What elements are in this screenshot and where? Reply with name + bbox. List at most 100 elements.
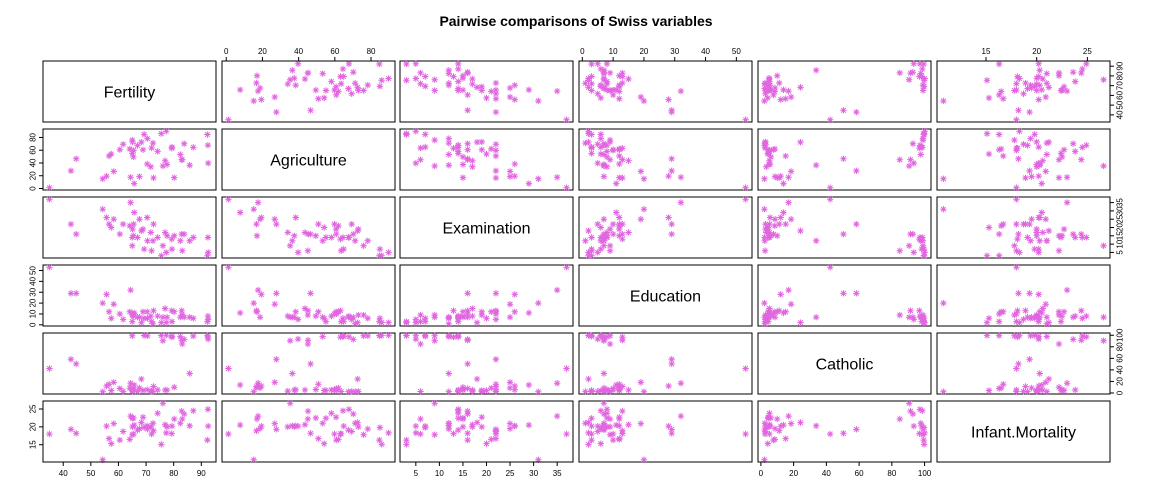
- data-point: [307, 230, 314, 238]
- data-point: [412, 159, 420, 167]
- data-point: [619, 407, 626, 415]
- data-point: [742, 184, 749, 191]
- data-point: [919, 237, 927, 244]
- data-point: [337, 80, 345, 87]
- data-point: [1060, 146, 1068, 153]
- data-point: [105, 435, 113, 442]
- data-point: [445, 320, 453, 327]
- data-point: [600, 370, 608, 377]
- data-point: [606, 136, 614, 144]
- tick-label: 30: [1115, 206, 1124, 215]
- data-point: [563, 430, 570, 438]
- data-point: [130, 421, 138, 429]
- tick-label: 20: [789, 469, 798, 478]
- data-point: [767, 86, 775, 94]
- data-point: [351, 237, 359, 244]
- data-point: [640, 456, 648, 463]
- data-point: [376, 332, 383, 339]
- data-point: [995, 131, 1003, 138]
- data-point: [1027, 332, 1034, 340]
- data-point: [154, 234, 161, 241]
- data-point: [492, 147, 500, 154]
- tick-label: 40: [1115, 110, 1124, 119]
- tick-label: 25: [1083, 47, 1092, 56]
- data-point: [616, 88, 623, 95]
- data-point: [782, 152, 789, 160]
- data-point: [1100, 242, 1107, 249]
- data-point: [668, 220, 675, 228]
- data-point: [431, 87, 438, 94]
- data-point: [995, 252, 1003, 259]
- data-point: [378, 441, 385, 448]
- data-point: [1078, 230, 1085, 238]
- data-point: [492, 141, 500, 148]
- data-point: [273, 108, 280, 116]
- x-axis-infant-mortality: 15 20 25: [982, 47, 1092, 62]
- data-point: [553, 380, 561, 387]
- data-point: [619, 79, 626, 87]
- data-point: [350, 336, 357, 343]
- tick-label: 20: [1032, 47, 1041, 56]
- data-point: [613, 86, 620, 94]
- data-point: [204, 234, 212, 241]
- data-point: [163, 319, 170, 326]
- data-point: [158, 130, 165, 137]
- data-point: [600, 420, 608, 427]
- data-point: [163, 314, 171, 321]
- panel-frame: [221, 332, 396, 395]
- data-point: [767, 414, 775, 422]
- data-point: [640, 97, 648, 105]
- data-point: [907, 156, 914, 163]
- data-point: [983, 319, 991, 326]
- data-point: [637, 93, 645, 101]
- data-point: [997, 145, 1005, 153]
- data-point: [360, 431, 367, 438]
- data-point: [609, 91, 617, 99]
- tick-label: 60: [1115, 353, 1124, 362]
- data-point: [469, 423, 476, 431]
- data-point: [186, 314, 193, 321]
- data-point: [766, 157, 773, 164]
- data-point: [450, 333, 457, 341]
- data-point: [378, 77, 385, 84]
- data-point: [364, 332, 371, 340]
- panel-frame: [757, 60, 932, 123]
- data-point: [144, 237, 151, 244]
- tick-label: 60: [1115, 90, 1124, 99]
- tick-label: 100: [918, 469, 932, 478]
- data-point: [619, 73, 626, 80]
- data-point: [812, 422, 820, 429]
- data-point: [1036, 82, 1043, 89]
- scatter-panel-fertility-vs-infant-mortality: [936, 60, 1111, 123]
- data-point: [1020, 90, 1027, 97]
- data-point: [103, 382, 110, 390]
- data-point: [127, 380, 134, 387]
- data-point: [422, 73, 429, 80]
- data-point: [594, 388, 601, 395]
- data-point: [304, 407, 312, 415]
- data-point: [168, 430, 175, 437]
- data-point: [469, 75, 476, 83]
- data-point: [782, 220, 789, 228]
- data-point: [403, 131, 410, 138]
- data-point: [376, 315, 384, 322]
- data-point: [588, 245, 595, 253]
- data-point: [307, 360, 314, 368]
- data-point: [506, 93, 514, 101]
- tick-label: 60: [855, 469, 864, 478]
- data-point: [600, 384, 608, 392]
- data-point: [1043, 333, 1051, 340]
- data-point: [1016, 249, 1023, 256]
- tick-label: 40: [701, 47, 710, 56]
- data-point: [920, 441, 928, 448]
- data-point: [600, 215, 608, 223]
- data-point: [1028, 84, 1035, 92]
- data-point: [1078, 69, 1085, 77]
- tick-label: 40: [59, 469, 68, 478]
- data-point: [134, 388, 141, 395]
- data-point: [345, 333, 353, 341]
- data-point: [492, 167, 500, 175]
- data-point: [134, 142, 141, 149]
- data-point: [204, 436, 211, 444]
- data-point: [225, 430, 232, 438]
